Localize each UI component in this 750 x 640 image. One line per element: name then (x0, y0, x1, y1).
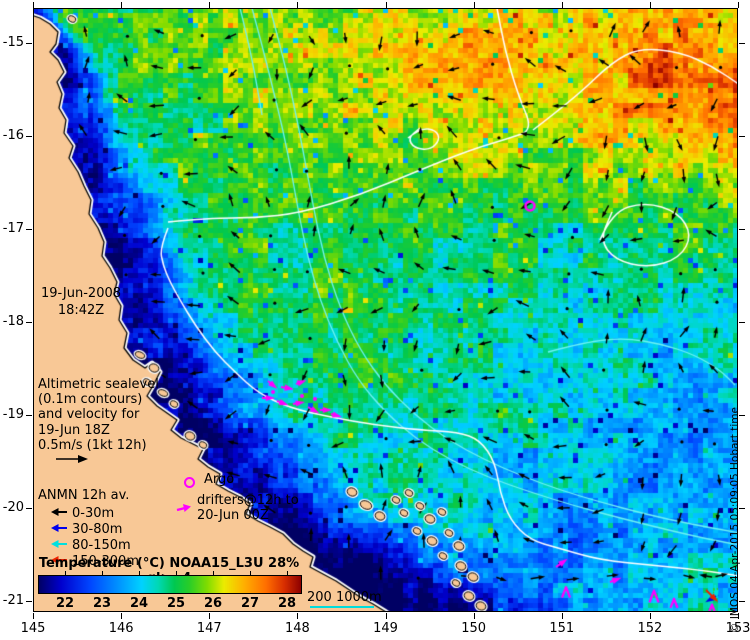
y-axis-tick-label: -19 (2, 407, 24, 422)
colorbar (38, 575, 302, 594)
x-axis-tick-label: 152 (637, 621, 663, 636)
x-axis-tick-bottom (738, 613, 739, 619)
colorbar-tick-label: 24 (129, 596, 149, 611)
x-axis-tick-bottom (33, 613, 34, 619)
y-axis-tick-left (26, 415, 32, 416)
x-axis-tick-top (209, 2, 211, 8)
anmn-legend-item-label: 150-300m (72, 553, 139, 569)
velocity-scale-arrow-icon (55, 449, 89, 468)
datetime-label: 19-Jun-2008 18:42Z (30, 285, 132, 319)
colorbar-tick-label: 27 (240, 596, 260, 611)
colorbar-tick (176, 571, 177, 575)
sst-map-canvas (33, 8, 738, 612)
y-axis-tick-label: -20 (2, 500, 24, 515)
y-axis-tick-right (739, 43, 745, 44)
colorbar-tick (102, 571, 103, 575)
y-axis-tick-left (26, 601, 32, 602)
altimetric-note: Altimetric sealevel (0.1m contours) and ve… (38, 377, 178, 453)
x-axis-tick-top (561, 2, 563, 8)
y-axis-tick-right (739, 229, 745, 230)
altimetric-note-line: Altimetric sealevel (38, 377, 159, 392)
y-axis-tick-left (26, 229, 32, 230)
argo-legend-label: Argo (204, 472, 235, 487)
anmn-legend: ANMN 12h av. 0-30m 30-80m 80-150m 150-300m (38, 488, 139, 569)
anmn-legend-item-label: 0-30m (72, 505, 115, 521)
altimetric-note-line: and velocity for (38, 407, 140, 423)
drifters-legend-line1: drifters@12h to (197, 493, 299, 508)
anmn-arrow-icon (38, 554, 72, 569)
drifters-legend-line2: 20-Jun 00Z (197, 508, 269, 523)
anmn-legend-title: ANMN 12h av. (38, 488, 130, 503)
colorbar-tick-label: 26 (203, 596, 223, 611)
x-axis-tick-label: 148 (284, 621, 310, 636)
y-axis-tick-right (739, 322, 745, 323)
y-axis-tick-right (739, 508, 745, 509)
x-axis-tick-top (473, 2, 475, 8)
anmn-legend-item: 150-300m (38, 553, 139, 569)
x-axis-tick-top (297, 2, 299, 8)
y-axis-tick-label: -17 (2, 221, 24, 236)
x-axis-tick-top (385, 2, 387, 8)
datetime-time: 18:42Z (57, 303, 105, 318)
anmn-arrow-icon (38, 506, 72, 521)
depth-contour-scale-label: 200 1000m (307, 590, 382, 605)
anmn-arrow-icon (38, 522, 72, 537)
anmn-legend-items: 0-30m 30-80m 80-150m 150-300m (38, 505, 139, 569)
drifters-legend: drifters@12h to 20-Jun 00Z (197, 493, 317, 523)
x-axis-tick-bottom (209, 613, 211, 619)
anmn-arrow-icon (38, 538, 72, 553)
x-axis-tick-label: 151 (549, 621, 575, 636)
y-axis-tick-left (26, 508, 32, 509)
x-axis-tick-bottom (649, 613, 651, 619)
x-axis-tick-top (121, 2, 123, 8)
x-axis-tick-top (33, 2, 34, 8)
colorbar-tick-label: 22 (55, 596, 75, 611)
y-axis-tick-left (26, 136, 32, 137)
x-axis-tick-label: 147 (196, 621, 222, 636)
colorbar-tick (139, 571, 140, 575)
x-axis-tick-label: 146 (108, 621, 134, 636)
y-axis-tick-label: -21 (2, 593, 24, 608)
x-axis-tick-bottom (121, 613, 123, 619)
x-axis-tick-bottom (473, 613, 475, 619)
anmn-legend-item: 30-80m (38, 521, 139, 537)
argo-float-icon (184, 477, 195, 488)
anmn-legend-item-label: 80-150m (72, 537, 131, 553)
y-axis-tick-right (739, 415, 745, 416)
x-axis-tick-label: 153 (725, 621, 750, 636)
colorbar-tick (65, 571, 66, 575)
colorbar-tick-label: 28 (277, 596, 297, 611)
depth-contour-line-sample (310, 606, 374, 608)
x-axis-tick-bottom (385, 613, 387, 619)
imos-credit: © IMOS 04-Apr-2015 05:09:05 Hobart time (729, 407, 741, 633)
x-axis-tick-label: 145 (20, 621, 46, 636)
colorbar-tick (287, 571, 288, 575)
anmn-legend-item: 80-150m (38, 537, 139, 553)
colorbar-tick-label: 23 (92, 596, 112, 611)
y-axis-tick-right (739, 136, 745, 137)
x-axis-tick-bottom (561, 613, 563, 619)
altimetric-note-line: 19-Jun 18Z (38, 422, 110, 438)
y-axis-tick-left (26, 43, 32, 44)
colorbar-tick (250, 571, 251, 575)
y-axis-tick-label: -16 (2, 128, 24, 143)
altimetric-note-line: (0.1m contours) (38, 392, 143, 408)
y-axis-tick-label: -15 (2, 35, 24, 50)
drifter-arrow-icon (176, 499, 192, 518)
x-axis-tick-top (738, 2, 739, 8)
x-axis-tick-top (649, 2, 651, 8)
y-axis-tick-left (26, 322, 32, 323)
x-axis-tick-label: 149 (373, 621, 398, 636)
colorbar-tick-label: 25 (166, 596, 186, 611)
y-axis-tick-label: -18 (2, 314, 24, 329)
y-axis-tick-right (739, 601, 745, 602)
x-axis-tick-bottom (297, 613, 299, 619)
colorbar-tick (213, 571, 214, 575)
altimetric-note-line: 0.5m/s (1kt 12h) (38, 437, 147, 453)
anmn-legend-item: 0-30m (38, 505, 139, 521)
x-axis-tick-label: 150 (461, 621, 487, 636)
datetime-date: 19-Jun-2008 (40, 286, 122, 301)
anmn-legend-item-label: 30-80m (72, 521, 123, 537)
